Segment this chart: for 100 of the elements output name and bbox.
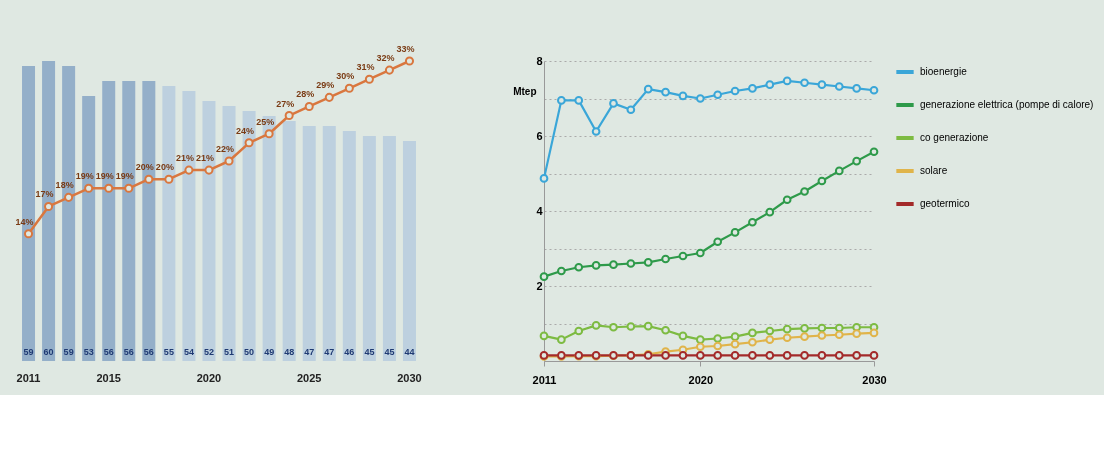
point [834,82,844,91]
data-label: 49 [264,347,275,357]
point [730,332,740,341]
point [834,323,844,333]
point [782,324,792,334]
data-label: 19% [75,171,94,182]
data-label: 47 [304,347,315,357]
point [304,101,314,111]
data-label: 31% [356,62,375,73]
point [869,147,879,157]
legend-label: geotermico [920,198,970,209]
point [364,74,374,84]
data-label: 18% [55,180,74,191]
point [609,99,618,108]
data-label: 14% [15,216,34,227]
bar [382,136,396,361]
point [164,174,174,184]
point [404,56,415,66]
data-label: 45 [364,347,375,357]
point [643,321,653,331]
point [800,187,809,196]
point [730,86,740,96]
point [384,65,394,75]
point [748,337,757,347]
point [643,258,653,267]
point [869,85,879,95]
point [678,331,688,341]
data-label: 59 [23,347,34,357]
point [591,261,601,270]
point [184,165,194,175]
point [800,351,809,360]
x-tick-label: 2015 [96,372,121,384]
data-label: 50 [244,347,255,357]
data-label: 29% [316,80,335,91]
point [244,138,254,148]
data-label: 19% [115,171,134,182]
point [730,351,740,360]
point [713,334,723,343]
data-label: 20% [155,162,174,173]
data-label: 20% [135,162,154,173]
bar [342,131,356,361]
legend-label: solare [920,165,948,176]
y-tick-label: 8 [536,54,543,67]
point [661,254,670,264]
point [626,322,636,331]
point [678,351,688,360]
point [64,192,74,202]
data-label: 55 [163,347,174,357]
point [748,84,757,93]
point [626,105,636,115]
point [264,129,274,139]
point [800,332,809,341]
data-label: 17% [35,189,54,200]
data-label: 48 [284,347,295,357]
point [609,260,618,269]
point [204,165,214,175]
data-label: 22% [216,144,235,154]
point [574,96,584,105]
bar [322,126,336,361]
point [539,272,549,281]
point [661,87,670,97]
legend-label: co generazione [920,132,989,143]
data-label: 19% [95,171,114,182]
point [748,217,757,227]
bar [282,121,296,361]
point [678,91,688,101]
point [591,127,601,136]
point [713,351,723,360]
point [800,78,809,88]
data-label: 27% [276,98,295,109]
y-tick-label: 4 [536,204,544,217]
point [834,351,844,360]
data-label: 56 [143,347,154,357]
point [539,174,549,183]
x-tick-label: 2011 [532,373,557,386]
point [661,325,670,335]
data-label: 33% [396,44,415,54]
point [713,237,723,247]
point [591,321,601,330]
point [800,324,809,333]
point [643,84,653,94]
point [104,183,114,193]
point [782,76,792,86]
point [539,331,549,341]
data-label: 51 [224,347,235,357]
x-tick-label: 2020 [196,372,222,384]
point [765,351,775,360]
x-tick-label: 2025 [296,372,322,384]
point [661,351,670,360]
data-label: 45 [384,347,395,357]
point [713,90,723,100]
point [765,207,775,217]
y-tick-label: 6 [536,129,543,142]
point [626,259,636,268]
x-tick-label: 2030 [862,373,887,386]
bar [362,136,376,361]
x-tick-label: 2030 [397,372,422,384]
point [124,183,134,193]
point [344,83,354,93]
point [713,341,723,351]
